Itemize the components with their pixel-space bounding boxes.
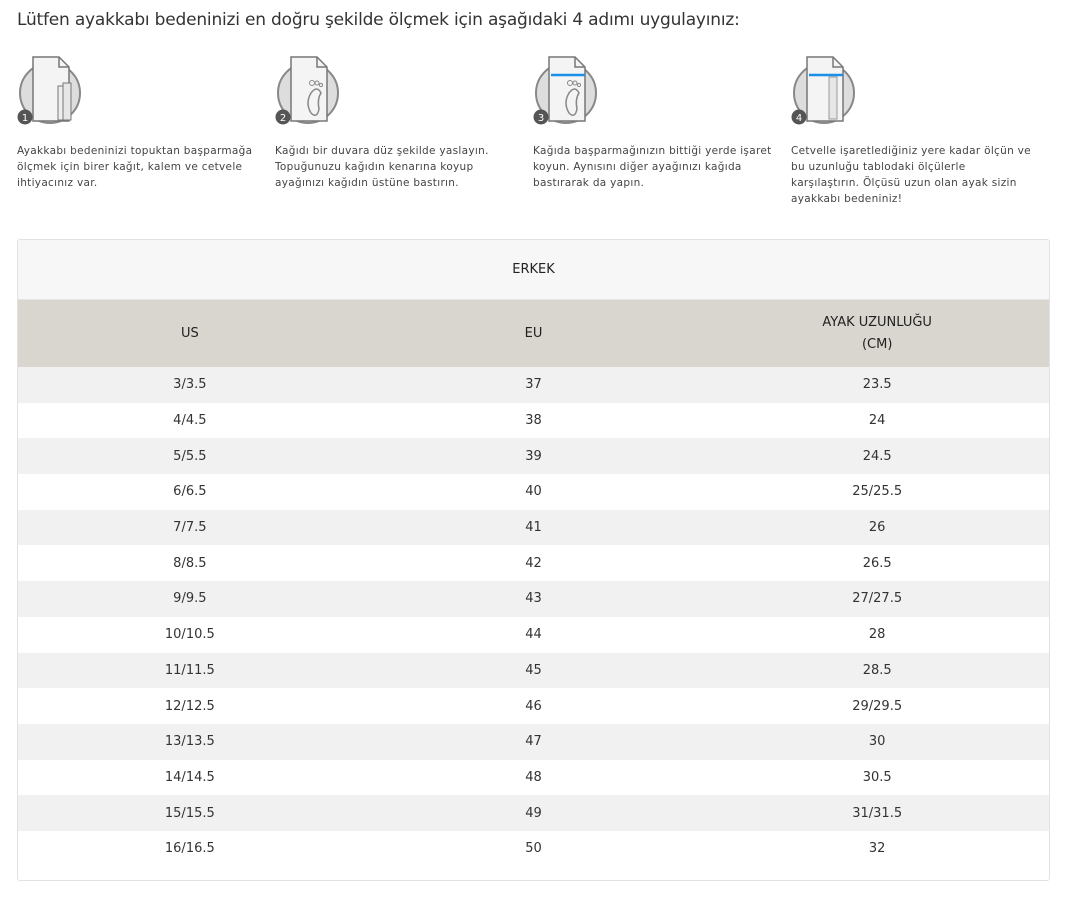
table-row: 14/14.5 48 30.5 [18,760,1049,796]
cell-us: 7/7.5 [173,520,207,536]
ruler-measure-icon: 4 [791,56,855,125]
cell-us: 11/11.5 [164,662,215,678]
cell-eu: 43 [525,591,542,607]
table-row: 5/5.5 39 24.5 [18,438,1049,475]
table-row: 12/12.5 46 29/29.5 [18,688,1049,724]
step-2: 2 Kağıdı bir duvara düz şekilde yaslayın… [275,53,525,191]
table-header: US EU AYAK UZUNLUĞU (CM) [18,300,1049,367]
cell-eu: 47 [525,734,542,750]
cell-us: 10/10.5 [164,627,215,643]
cell-us: 14/14.5 [164,769,215,785]
cell-us: 12/12.5 [164,698,215,714]
cell-us: 4/4.5 [173,413,207,429]
cell-eu: 41 [525,520,542,536]
cell-us: 16/16.5 [164,841,215,857]
step-4: 4 Cetvelle işaretlediğiniz yere kadar öl… [791,53,1041,207]
cell-foot-length: 31/31.5 [852,805,903,821]
cell-foot-length: 30.5 [862,769,892,785]
cell-eu: 38 [525,413,542,429]
cell-us: 15/15.5 [164,805,215,821]
cell-foot-length: 32 [868,841,886,857]
table-row: 10/10.5 44 28 [18,617,1049,653]
cell-foot-length: 26 [868,520,886,536]
step-number: 4 [796,113,802,124]
cell-eu: 49 [525,805,542,821]
table-row: 6/6.5 40 25/25.5 [18,474,1049,510]
cell-eu: 50 [525,841,542,857]
cell-foot-length: 26.5 [862,555,892,571]
cell-foot-length: 23.5 [862,377,892,393]
table-row: 13/13.5 47 30 [18,723,1049,760]
cell-us: 3/3.5 [173,377,207,393]
step-3: 3 Kağıda başparmağınızın bittiği yerde i… [533,53,783,191]
table-row: 4/4.5 38 24 [18,403,1049,439]
table-caption: ERKEK [18,240,1049,300]
table-row: 9/9.5 43 27/27.5 [18,581,1049,617]
cell-eu: 39 [525,448,542,464]
cell-foot-length: 30 [868,734,886,750]
cell-us: 9/9.5 [173,591,207,607]
header-foot-length: AYAK UZUNLUĞU (CM) [705,300,1049,367]
cell-us: 6/6.5 [173,484,207,500]
cell-eu: 44 [525,627,542,643]
cell-foot-length: 28.5 [862,662,892,678]
cell-foot-length: 27/27.5 [852,591,903,607]
cell-foot-length: 28 [868,627,886,643]
table-row: 15/15.5 49 31/31.5 [18,795,1049,831]
cell-us: 8/8.5 [173,555,207,571]
header-us: US [180,325,199,341]
paper-ruler-pencil-icon: 1 [17,56,81,125]
size-table: ERKEK US EU AYAK UZUNLUĞU (CM) 3/3.5 37 23… [17,239,1050,881]
step-text: Cetvelle işaretlediğiniz yere kadar ölçü… [791,145,1031,205]
step-number: 1 [22,113,28,124]
cell-foot-length: 29/29.5 [852,698,903,714]
cell-eu: 46 [525,698,542,714]
step-number: 3 [538,113,544,124]
cell-eu: 45 [525,662,542,678]
step-1: 1 Ayakkabı bedeninizi topuktan başparmağ… [17,53,267,191]
step-number: 2 [280,113,286,124]
cell-eu: 40 [525,484,542,500]
step-text: Ayakkabı bedeninizi topuktan başparmağa … [17,145,253,189]
step-text: Kağıda başparmağınızın bittiği yerde işa… [533,145,772,189]
header-foot-length-label: AYAK UZUNLUĞU (CM) [822,314,932,352]
cell-eu: 48 [525,769,542,785]
foot-mark-icon: 3 [533,56,597,125]
step-text: Kağıdı bir duvara düz şekilde yaslayın. … [275,145,489,189]
table-row: 11/11.5 45 28.5 [18,652,1049,689]
table-row: 3/3.5 37 23.5 [18,367,1049,403]
header-eu: EU [524,325,543,341]
cell-us: 5/5.5 [173,448,207,464]
table-row: 7/7.5 41 26 [18,509,1049,546]
cell-us: 13/13.5 [164,734,215,750]
cell-foot-length: 24 [868,413,886,429]
cell-eu: 37 [525,377,542,393]
page-title: Lütfen ayakkabı bedeninizi en doğru şeki… [17,10,740,30]
table-row: 8/8.5 42 26.5 [18,545,1049,581]
cell-foot-length: 25/25.5 [852,484,903,500]
cell-foot-length: 24.5 [862,448,892,464]
foot-on-paper-icon: 2 [275,56,339,125]
cell-eu: 42 [525,555,542,571]
table-row: 16/16.5 50 32 [18,831,1049,867]
